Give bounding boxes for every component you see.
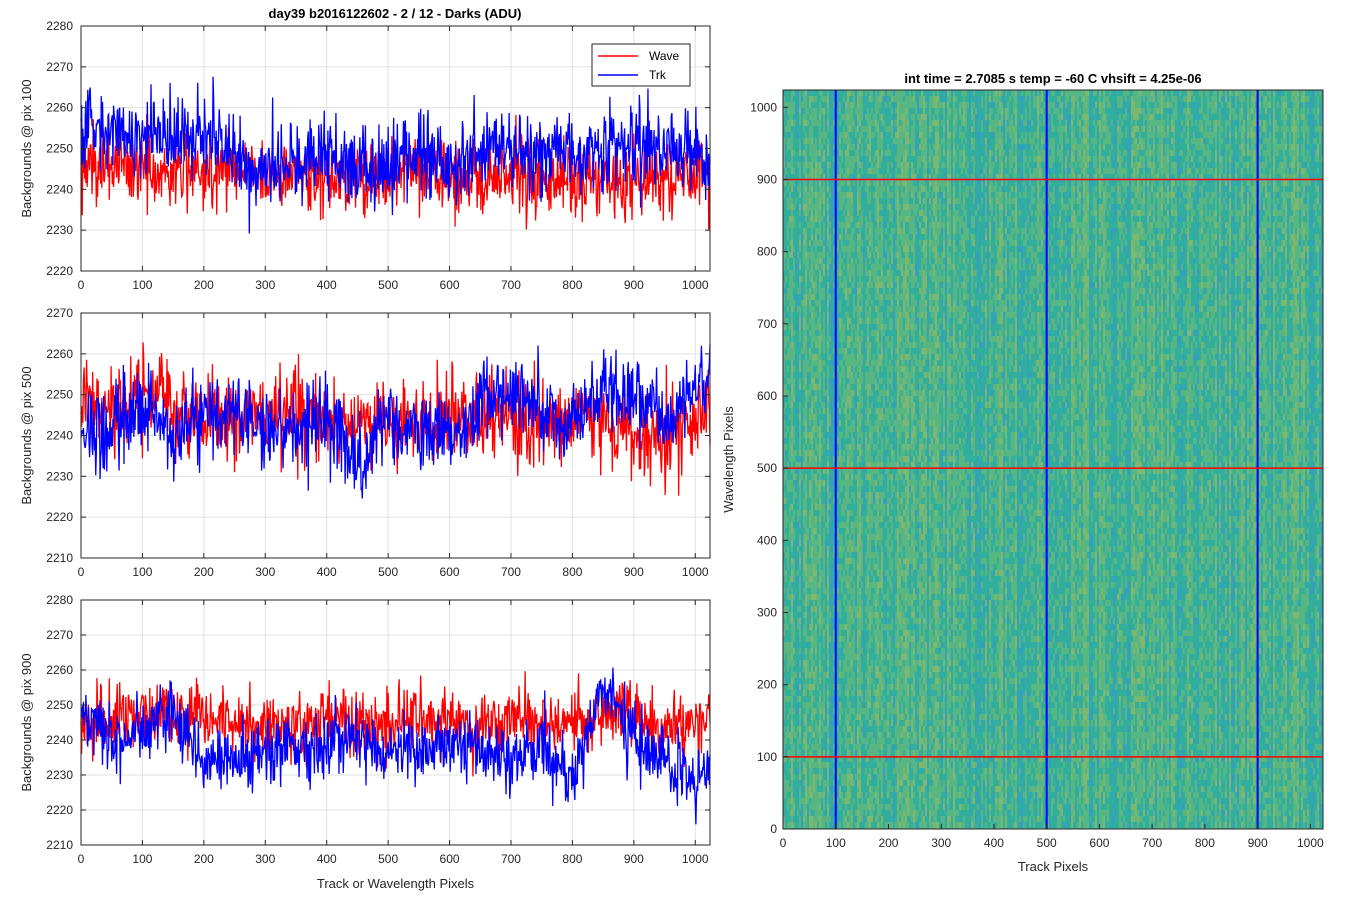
x-tick-label: 200 [878,836,898,850]
y-tick-label: 600 [757,389,777,403]
y-tick-label: 2260 [46,101,73,115]
x-tick-label: 1000 [682,278,709,292]
y-tick-label: 2240 [46,429,73,443]
x-tick-label: 0 [78,852,85,866]
y-tick-label: 1000 [750,100,777,114]
x-tick-label: 900 [624,565,644,579]
y-tick-label: 500 [757,461,777,475]
x-tick-label: 300 [931,836,951,850]
y-tick-label: 2240 [46,733,73,747]
heatmap-cells [783,90,1323,829]
y-tick-label: 900 [757,172,777,186]
heatmap-plot: 0 100 200 300 400 500 600 700 800 900 1000 0 100 200 3… [721,71,1324,874]
legend: Wave Trk [592,44,690,86]
x-axis-label: Track Pixels [1018,859,1089,874]
x-tick-label: 0 [78,565,85,579]
y-tick-label: 2250 [46,388,73,402]
y-tick-label: 2230 [46,223,73,237]
x-tick-label: 300 [255,565,275,579]
x-tick-label: 600 [440,278,460,292]
x-tick-label: 1000 [682,852,709,866]
y-tick-label: 800 [757,245,777,259]
x-tick-label: 200 [194,278,214,292]
y-tick-label: 2250 [46,142,73,156]
heatmap-title: int time = 2.7085 s temp = -60 C vhsift … [904,71,1201,86]
x-axis-label: Track or Wavelength Pixels [317,876,475,891]
y-tick-label: 2270 [46,60,73,74]
x-tick-label: 800 [1195,836,1215,850]
y-tick-label: 2280 [46,593,73,607]
x-tick-label: 100 [826,836,846,850]
x-tick-label: 500 [378,852,398,866]
line-plot-pix-100: 0 100 200 300 400 500 600 700 800 900 1000 2220 2230… [19,19,710,292]
y-tick-label: 2280 [46,19,73,33]
x-tick-label: 700 [1142,836,1162,850]
x-tick-label: 1000 [682,565,709,579]
x-tick-label: 500 [378,278,398,292]
y-tick-label: 2250 [46,698,73,712]
line-plot-pix-500: 0 100 200 300 400 500 600 700 800 900 1000 2210 2220… [19,306,710,579]
y-tick-label: 700 [757,317,777,331]
y-tick-label: 0 [770,822,777,836]
x-tick-label: 0 [780,836,787,850]
x-tick-label: 700 [501,278,521,292]
x-tick-label: 300 [255,852,275,866]
y-tick-label: 2210 [46,551,73,565]
y-tick-label: 2220 [46,264,73,278]
y-tick-label: 100 [757,750,777,764]
x-tick-label: 600 [440,852,460,866]
y-tick-label: 2260 [46,347,73,361]
y-axis-label: Backgrounds @ pix 100 [19,79,34,217]
x-tick-label: 200 [194,852,214,866]
x-tick-label: 700 [501,852,521,866]
x-tick-label: 400 [317,565,337,579]
x-tick-label: 100 [132,565,152,579]
x-tick-label: 500 [378,565,398,579]
x-tick-label: 0 [78,278,85,292]
x-tick-label: 200 [194,565,214,579]
y-tick-label: 2220 [46,803,73,817]
y-tick-label: 2210 [46,838,73,852]
legend-entry: Wave [649,49,680,63]
y-tick-label: 2270 [46,306,73,320]
x-tick-label: 400 [984,836,1004,850]
y-axis-label: Backgrounds @ pix 500 [19,366,34,504]
y-tick-label: 200 [757,678,777,692]
x-tick-label: 100 [132,278,152,292]
x-tick-label: 400 [317,278,337,292]
legend-entry: Trk [649,68,667,82]
x-tick-label: 300 [255,278,275,292]
x-tick-label: 400 [317,852,337,866]
y-tick-label: 400 [757,533,777,547]
y-tick-label: 2230 [46,768,73,782]
y-tick-label: 300 [757,605,777,619]
x-tick-label: 800 [562,565,582,579]
x-tick-label: 600 [1089,836,1109,850]
y-axis-label: Backgrounds @ pix 900 [19,653,34,791]
x-tick-label: 600 [440,565,460,579]
x-tick-label: 800 [562,852,582,866]
x-tick-label: 900 [1248,836,1268,850]
x-tick-label: 1000 [1297,836,1324,850]
y-tick-label: 2270 [46,628,73,642]
x-tick-label: 100 [132,852,152,866]
y-tick-label: 2240 [46,182,73,196]
y-axis-label: Wavelength Pixels [721,406,736,513]
x-tick-label: 500 [1037,836,1057,850]
x-tick-label: 700 [501,565,521,579]
figure-title: day39 b2016122602 - 2 / 12 - Darks (ADU) [269,6,522,21]
y-tick-label: 2220 [46,510,73,524]
x-tick-label: 900 [624,278,644,292]
y-tick-label: 2230 [46,469,73,483]
y-tick-label: 2260 [46,663,73,677]
x-tick-label: 900 [624,852,644,866]
x-tick-label: 800 [562,278,582,292]
